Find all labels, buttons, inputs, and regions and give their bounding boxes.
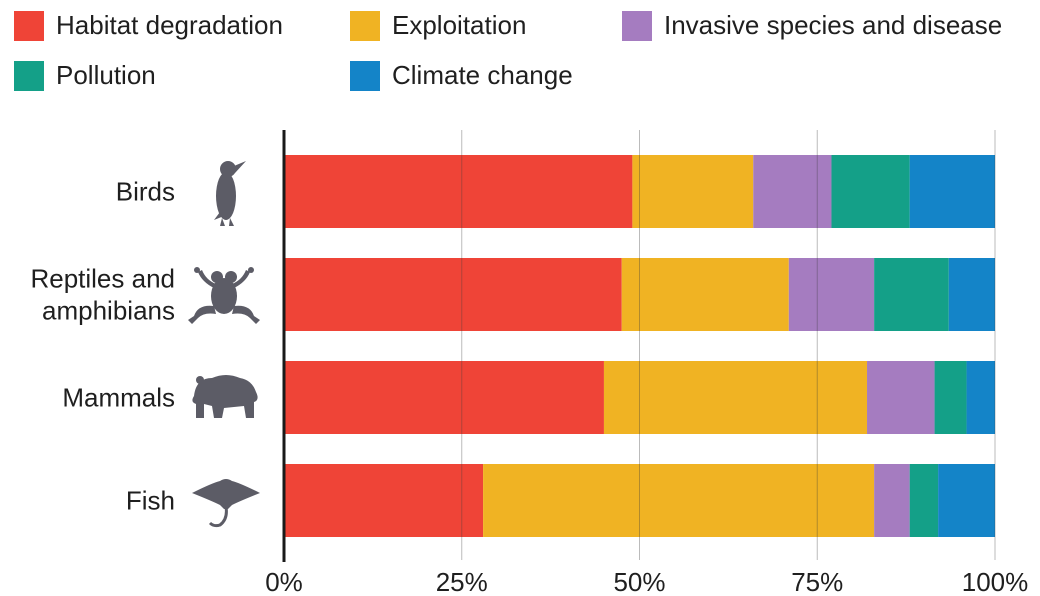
bar-segment-pollution xyxy=(934,361,967,434)
bar-segment-pollution xyxy=(909,464,939,537)
bar-segment-exploitation xyxy=(603,361,868,434)
category-label-reptiles-and-amphibians: Reptiles and amphibians xyxy=(30,264,175,326)
bar-segment-pollution xyxy=(831,155,910,228)
bar-segment-invasive-species-and-disease xyxy=(788,258,875,331)
bar-segment-exploitation xyxy=(632,155,754,228)
legend-label: Invasive species and disease xyxy=(664,10,1003,40)
x-tick-label: 100% xyxy=(962,567,1029,596)
legend-swatch xyxy=(350,10,380,41)
bar-segment-habitat-degradation xyxy=(284,258,622,331)
bar-segment-exploitation xyxy=(621,258,789,331)
legend-item-exploitation: Exploitation xyxy=(350,10,526,41)
legend-label: Exploitation xyxy=(392,10,527,40)
x-tick-label: 75% xyxy=(791,567,843,596)
category-label-fish: Fish xyxy=(126,486,175,516)
legend-swatch xyxy=(14,10,44,41)
bar-segment-invasive-species-and-disease xyxy=(867,361,935,434)
legend-item-climate-change: Climate change xyxy=(350,60,573,91)
legend-item-habitat-degradation: Habitat degradation xyxy=(14,10,283,41)
bar-segment-habitat-degradation xyxy=(284,155,633,228)
bar-segment-climate-change xyxy=(938,464,995,537)
bear-icon xyxy=(192,375,258,418)
legend: Habitat degradation Exploitation Invasive … xyxy=(0,0,1040,110)
legend-item-invasive-species-and-disease: Invasive species and disease xyxy=(622,10,1002,41)
x-tick-label: 50% xyxy=(613,567,665,596)
bar-segment-habitat-degradation xyxy=(284,464,484,537)
bar-segment-exploitation xyxy=(483,464,875,537)
x-tick-label: 25% xyxy=(436,567,488,596)
bar-group-fish xyxy=(284,464,995,537)
bird-icon xyxy=(214,161,246,226)
legend-label: Climate change xyxy=(392,60,573,90)
category-label-birds: Birds xyxy=(116,177,175,207)
bar-group-mammals xyxy=(284,361,995,434)
bar-segment-pollution xyxy=(874,258,949,331)
x-tick-label: 0% xyxy=(265,567,303,596)
bar-segment-climate-change xyxy=(909,155,995,228)
manta-ray-icon xyxy=(192,479,260,528)
bar-segment-invasive-species-and-disease xyxy=(874,464,910,537)
legend-swatch xyxy=(350,60,380,91)
category-label-mammals: Mammals xyxy=(62,383,175,413)
legend-swatch xyxy=(14,60,44,91)
bar-segment-invasive-species-and-disease xyxy=(753,155,832,228)
frog-icon xyxy=(188,267,260,324)
legend-item-pollution: Pollution xyxy=(14,60,156,91)
bar-group-birds xyxy=(284,155,995,228)
bar-segment-habitat-degradation xyxy=(284,361,604,434)
legend-swatch xyxy=(622,10,652,41)
legend-label: Pollution xyxy=(56,60,156,90)
bar-segment-climate-change xyxy=(948,258,995,331)
bar-segment-climate-change xyxy=(966,361,995,434)
bar-group-reptiles-and-amphibians xyxy=(284,258,995,331)
legend-label: Habitat degradation xyxy=(56,10,283,40)
